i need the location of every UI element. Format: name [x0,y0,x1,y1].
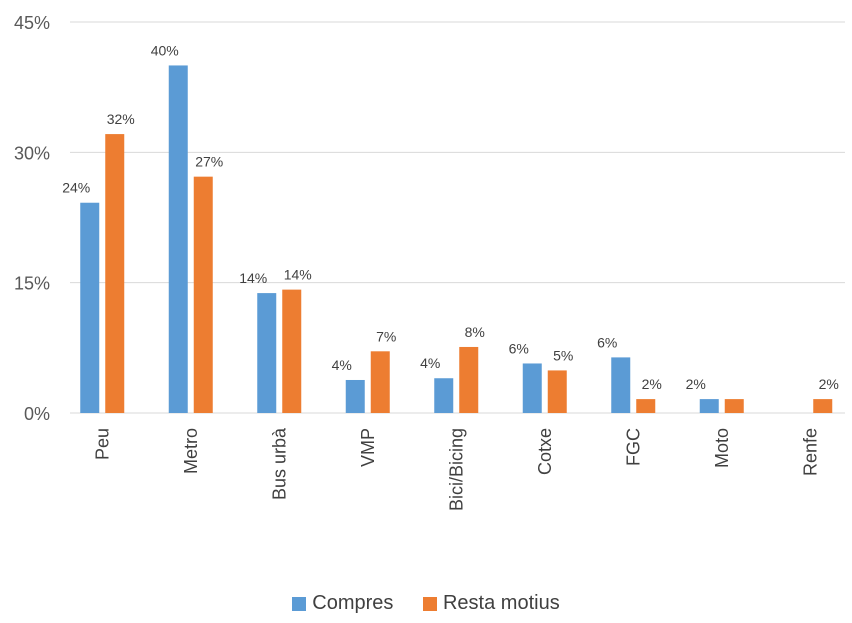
x-tick-label: Moto [712,428,732,468]
legend-swatch-compres [292,596,307,611]
legend-label-resta-motius: Resta motius [442,592,560,614]
data-label: 27% [195,154,223,170]
bar-compres [345,379,365,413]
bar-chart: 0% 15% 30% 45% 24% 32% 40% 27% 14% 14% 4% 7% 4% 8% 6%… [14,13,845,511]
y-tick-label: 0% [24,404,50,424]
x-tick-label: Bus urbà [269,427,289,500]
data-label: 5% [553,347,573,363]
bar-resta-motius [459,346,479,413]
x-tick-label: Bici/Bicing [446,428,466,511]
bar-resta-motius [282,289,302,413]
bar-compres [257,293,277,413]
data-label: 2% [686,376,706,392]
x-tick-label: VMP [358,428,378,467]
legend: Compres Resta motius [0,592,852,617]
bar-resta-motius [724,399,744,413]
data-label: 2% [819,376,839,392]
bar-compres [168,65,188,413]
data-label: 24% [62,180,90,196]
bar-compres [699,399,719,413]
bar-resta-motius [370,351,390,413]
x-tick-label: Cotxe [535,428,555,475]
x-axis-ticks: Peu Metro Bus urbà VMP Bici/Bicing Cotxe FGC Mo… [92,427,820,511]
bar-compres [434,378,454,413]
x-tick-label: Renfe [800,428,820,476]
legend-item-compres: Compres [292,592,393,615]
y-tick-label: 30% [14,143,50,163]
data-label: 6% [597,334,617,350]
bar-resta-motius [193,176,213,413]
bar-compres [522,363,542,413]
x-tick-label: FGC [623,428,643,466]
x-tick-label: Peu [92,428,112,460]
data-label: 4% [420,355,440,371]
bar-compres [80,202,100,413]
bar-resta-motius [105,134,125,413]
y-tick-label: 15% [14,274,50,294]
data-label: 4% [332,357,352,373]
data-label: 8% [465,324,485,340]
data-label: 2% [642,376,662,392]
x-tick-label: Metro [181,428,201,474]
y-axis-ticks: 0% 15% 30% 45% [14,13,50,424]
y-tick-label: 45% [14,13,50,33]
data-label: 32% [107,111,135,127]
bar-compres [611,357,631,413]
bar-resta-motius [636,399,656,413]
data-label: 14% [284,267,312,283]
legend-swatch-resta-motius [422,596,437,611]
data-label: 6% [509,340,529,356]
bar-resta-motius [547,370,567,413]
data-label: 7% [376,328,396,344]
bar-resta-motius [813,399,833,413]
bars [80,65,833,413]
data-label: 40% [151,42,179,58]
data-labels: 24% 32% 40% 27% 14% 14% 4% 7% 4% 8% 6% 5% 6% 2% 2% 2% [62,42,839,392]
data-label: 14% [239,270,267,286]
legend-item-resta-motius: Resta motius [422,592,560,615]
legend-label-compres: Compres [312,592,394,614]
